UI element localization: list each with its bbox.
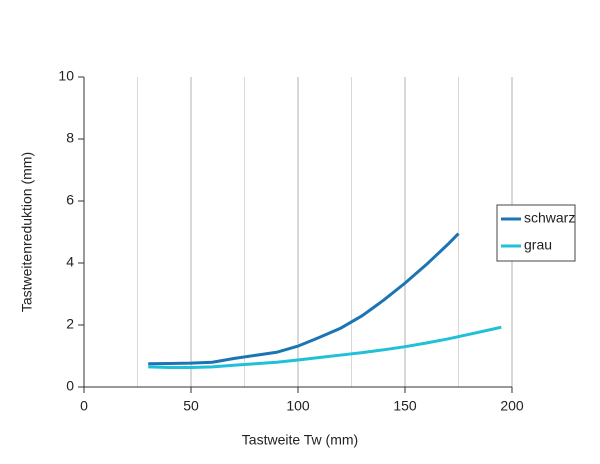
line xyxy=(148,325,502,369)
legend-box xyxy=(496,204,576,262)
x-tick-label: 50 xyxy=(183,398,199,414)
x-axis-label: Tastweite Tw (mm) xyxy=(242,432,358,448)
x-tick-label: 200 xyxy=(500,398,524,414)
y-tick-label: 10 xyxy=(58,68,74,84)
legend-label: grau xyxy=(524,237,552,253)
legend-label: schwarz xyxy=(524,210,575,226)
y-tick-label: 4 xyxy=(66,254,74,270)
x-tick-label: 100 xyxy=(286,398,310,414)
y-tick-label: 6 xyxy=(66,192,74,208)
x-tick-label: 150 xyxy=(393,398,417,414)
y-tick-label: 8 xyxy=(66,130,74,146)
y-axis-label: Tastweitenreduktion (mm) xyxy=(19,152,35,312)
x-tick-label: 0 xyxy=(80,398,88,414)
y-tick-label: 2 xyxy=(66,316,74,332)
line xyxy=(148,232,460,366)
y-tick-label: 0 xyxy=(66,378,74,394)
